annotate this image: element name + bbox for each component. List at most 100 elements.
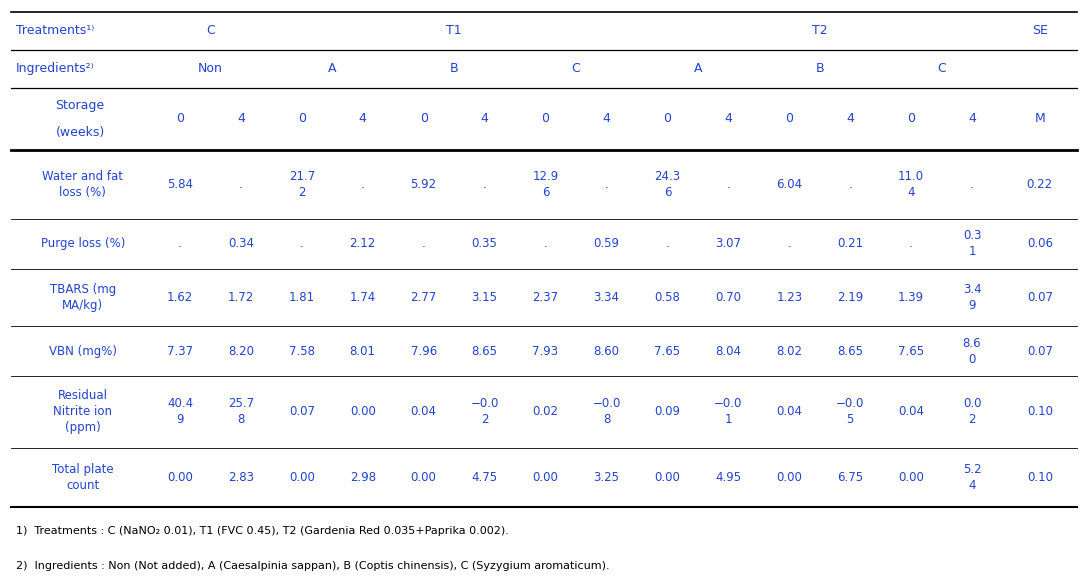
Text: 6.04: 6.04 [776,178,802,191]
Text: 8.60: 8.60 [593,345,619,357]
Text: 0: 0 [176,113,184,125]
Text: B: B [815,62,824,75]
Text: .: . [361,178,364,191]
Text: .: . [910,237,913,251]
Text: 0.09: 0.09 [654,405,680,419]
Text: .: . [605,178,608,191]
Text: 4: 4 [481,113,489,125]
Text: Total plate
count: Total plate count [52,463,113,492]
Text: 2.98: 2.98 [349,471,375,484]
Text: 0: 0 [907,113,915,125]
Text: 0.04: 0.04 [410,405,436,419]
Text: 4: 4 [846,113,854,125]
Text: −0.0
5: −0.0 5 [836,398,864,426]
Text: 1.23: 1.23 [776,291,802,304]
Text: SE: SE [1031,24,1048,37]
Text: −0.0
2: −0.0 2 [470,398,498,426]
Text: 40.4
9: 40.4 9 [166,398,193,426]
Text: 7.58: 7.58 [288,345,314,357]
Text: 4: 4 [968,113,976,125]
Text: 0.00: 0.00 [289,471,314,484]
Text: 2)  Ingredients : Non (Not added), A (Caesalpinia sappan), B (Coptis chinensis),: 2) Ingredients : Non (Not added), A (Cae… [16,560,610,571]
Text: 0.58: 0.58 [655,291,680,304]
Text: 6.75: 6.75 [837,471,863,484]
Text: 7.96: 7.96 [410,345,436,357]
Text: 0: 0 [298,113,306,125]
Text: 2.12: 2.12 [349,237,375,251]
Text: .: . [483,178,486,191]
Text: 0.00: 0.00 [350,405,375,419]
Text: 0.00: 0.00 [411,471,436,484]
Text: 7.65: 7.65 [898,345,924,357]
Text: 0.04: 0.04 [776,405,802,419]
Text: 1.74: 1.74 [349,291,375,304]
Text: 0: 0 [786,113,793,125]
Text: .: . [970,178,974,191]
Text: 3.15: 3.15 [471,291,497,304]
Text: 0.00: 0.00 [899,471,924,484]
Text: 0.07: 0.07 [1027,291,1053,304]
Text: .: . [666,237,669,251]
Text: 21.7
2: 21.7 2 [288,170,314,199]
Text: 24.3
6: 24.3 6 [654,170,680,199]
Text: 2.77: 2.77 [410,291,436,304]
Text: M: M [1035,113,1046,125]
Text: 3.34: 3.34 [593,291,619,304]
Text: 0.00: 0.00 [168,471,193,484]
Text: Water and fat
loss (%): Water and fat loss (%) [42,170,123,199]
Text: 25.7
8: 25.7 8 [227,398,254,426]
Text: 4.75: 4.75 [471,471,497,484]
Text: (weeks): (weeks) [55,126,104,139]
Text: 0: 0 [542,113,549,125]
Text: 1.39: 1.39 [898,291,924,304]
Text: 0.06: 0.06 [1027,237,1053,251]
Text: C: C [937,62,945,75]
Text: 0.0
2: 0.0 2 [963,398,981,426]
Text: 2.19: 2.19 [837,291,863,304]
Text: −0.0
8: −0.0 8 [592,398,620,426]
Text: .: . [544,237,547,251]
Text: .: . [239,178,243,191]
Text: 0.00: 0.00 [777,471,802,484]
Text: 3.07: 3.07 [715,237,741,251]
Text: 0.02: 0.02 [532,405,558,419]
Text: Ingredients²⁾: Ingredients²⁾ [16,62,95,75]
Text: TBARS (mg
MA/kg): TBARS (mg MA/kg) [50,283,116,312]
Text: .: . [178,237,182,251]
Text: 8.6
0: 8.6 0 [963,336,981,366]
Text: C: C [571,62,580,75]
Text: 1.62: 1.62 [166,291,193,304]
Text: 5.84: 5.84 [166,178,193,191]
Text: 8.65: 8.65 [471,345,497,357]
Text: 0.07: 0.07 [1027,345,1053,357]
Text: 0.35: 0.35 [472,237,497,251]
Text: Purge loss (%): Purge loss (%) [40,237,125,251]
Text: VBN (mg%): VBN (mg%) [49,345,116,357]
Text: A: A [327,62,336,75]
Text: 3.25: 3.25 [593,471,619,484]
Text: 5.92: 5.92 [410,178,436,191]
Text: 7.93: 7.93 [532,345,558,357]
Text: 2.37: 2.37 [532,291,558,304]
Text: 0.00: 0.00 [655,471,680,484]
Text: 4: 4 [603,113,610,125]
Text: 4: 4 [237,113,245,125]
Text: B: B [449,62,458,75]
Text: 2.83: 2.83 [227,471,254,484]
Text: 4: 4 [359,113,367,125]
Text: C: C [206,24,214,37]
Text: .: . [788,237,791,251]
Text: 0.3
1: 0.3 1 [963,230,981,258]
Text: 5.2
4: 5.2 4 [963,463,981,492]
Text: 8.02: 8.02 [776,345,802,357]
Text: 1.81: 1.81 [288,291,314,304]
Text: 0.21: 0.21 [837,237,863,251]
Text: 8.04: 8.04 [715,345,741,357]
Text: Treatments¹⁾: Treatments¹⁾ [16,24,95,37]
Text: 0.00: 0.00 [533,471,558,484]
Text: 8.65: 8.65 [837,345,863,357]
Text: 11.0
4: 11.0 4 [898,170,924,199]
Text: 0.70: 0.70 [715,291,741,304]
Text: 8.20: 8.20 [227,345,254,357]
Text: 1.72: 1.72 [227,291,254,304]
